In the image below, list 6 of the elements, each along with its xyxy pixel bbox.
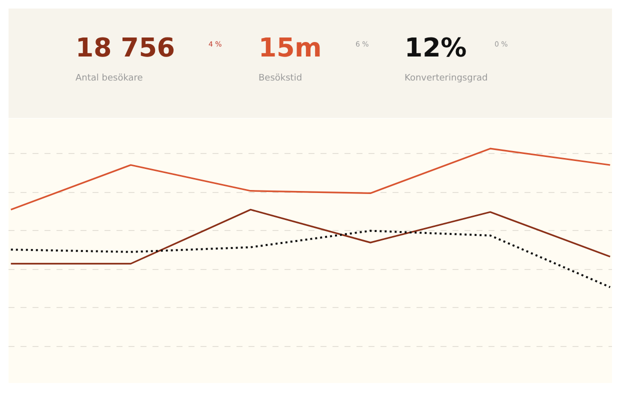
text: Besökstid bbox=[258, 74, 302, 84]
text: 18 756 bbox=[76, 34, 176, 64]
text: Antal besökare bbox=[76, 74, 144, 84]
text: Konverteringsgrad bbox=[404, 74, 488, 84]
text: 12% bbox=[404, 34, 467, 64]
text: 15m bbox=[258, 34, 322, 64]
